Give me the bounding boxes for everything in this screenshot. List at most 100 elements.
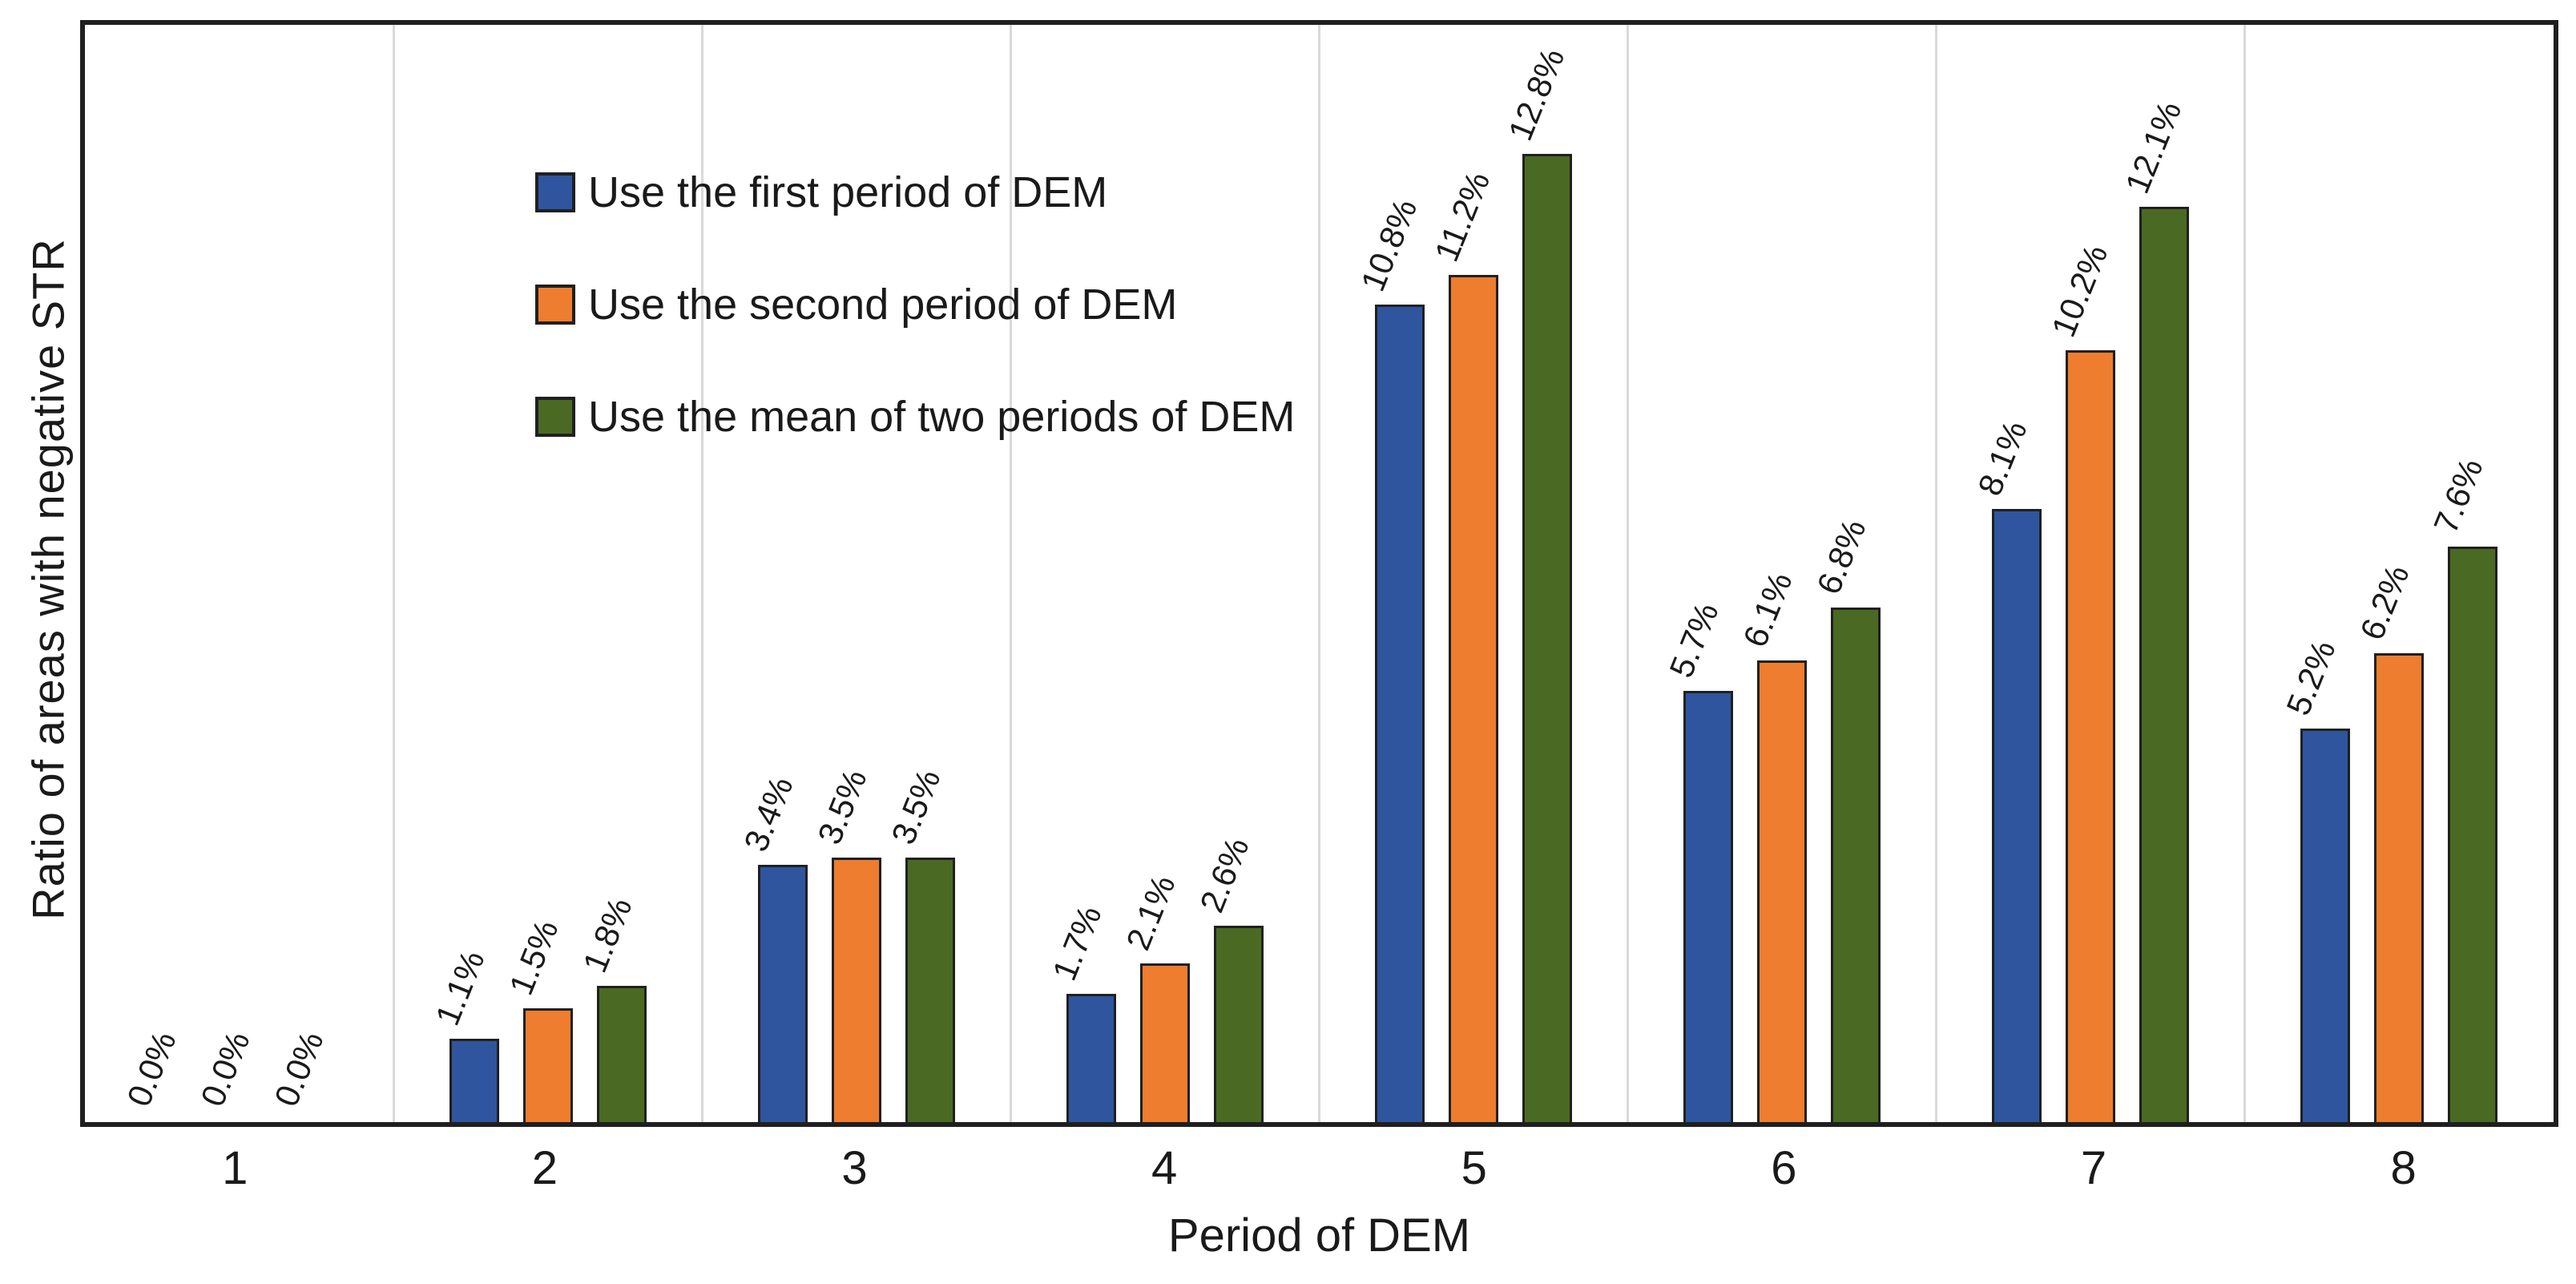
x-tick-label-4: 4	[1151, 1142, 1178, 1194]
legend-swatch-icon	[535, 285, 575, 325]
bar-group-period-1: 0.0% 0.0% 0.0%	[85, 25, 393, 1122]
x-tick-label-3: 3	[841, 1142, 868, 1194]
x-tick-label-7: 7	[2080, 1142, 2107, 1194]
bar-group-period-7: 8.1% 10.2% 12.1%	[1937, 25, 2245, 1122]
bar-value-label: 3.5%	[884, 763, 948, 850]
bar-value-label: 5.7%	[1662, 597, 1726, 683]
category-gridline	[1318, 25, 1320, 1122]
bar-series-1-period-2: 1.1%	[428, 946, 499, 1122]
bar-series-1-period-3: 3.4%	[736, 771, 808, 1122]
category-gridline	[1009, 25, 1012, 1122]
bar-groups: 0.0% 0.0% 0.0% 1.1% 1.5% 1.8% 3.4% 3.5% 3.5% 1.7%…	[85, 25, 2554, 1122]
bar-value-label: 6.1%	[1735, 567, 1800, 652]
bar-slot: 7.6%	[2427, 25, 2498, 1122]
x-tick-label-5: 5	[1461, 1142, 1487, 1194]
bar-slot: 2.1%	[1119, 25, 1190, 1122]
bar-value-label: 0.0%	[192, 1026, 257, 1112]
bar-series-2-period-3: 3.5%	[810, 764, 881, 1122]
bar-slot: 6.1%	[1735, 25, 1808, 1122]
bar-series-2-period-7: 10.2%	[2045, 240, 2116, 1122]
bar-series-3-period-3: 3.5%	[884, 764, 955, 1122]
bar-slot: 2.6%	[1192, 25, 1264, 1122]
bar-series-2-period-4: 2.1%	[1119, 870, 1190, 1122]
bar-series-1-period-4: 1.7%	[1045, 900, 1116, 1122]
bar-value-label: 6.2%	[2352, 559, 2417, 645]
bar-group-period-5: 10.8% 11.2% 12.8%	[1320, 25, 1628, 1122]
bar-series-3-period-8: 7.6%	[2427, 454, 2498, 1122]
bar-slot: 1.7%	[1045, 25, 1116, 1122]
bar-value-label: 10.2%	[2044, 239, 2115, 342]
bar-slot: 12.1%	[2118, 25, 2190, 1122]
bar-slot: 0.0%	[267, 25, 338, 1122]
bar-value-label: 12.8%	[1501, 42, 1572, 146]
bar-value-label: 1.8%	[574, 892, 639, 978]
bar-value-label: 1.5%	[501, 915, 566, 1001]
category-gridline	[1627, 25, 1630, 1122]
legend-item-3: Use the mean of two periods of DEM	[535, 392, 1295, 442]
y-axis-title: Ratio of areas with negative STR	[22, 238, 74, 920]
bar-series-3-period-7: 12.1%	[2118, 95, 2190, 1122]
bar-series-1-period-5: 10.8%	[1353, 194, 1425, 1122]
bar-value-label: 3.5%	[810, 763, 874, 850]
legend-swatch-icon	[535, 397, 575, 437]
category-gridline	[392, 25, 395, 1122]
gridlines	[85, 25, 2554, 1122]
bar-value-label: 7.6%	[2426, 453, 2491, 539]
bar-slot: 10.2%	[2045, 25, 2116, 1122]
bar-group-period-4: 1.7% 2.1% 2.6%	[1010, 25, 1319, 1122]
bar-slot: 3.5%	[884, 25, 955, 1122]
bar-slot: 0.0%	[119, 25, 191, 1122]
x-axis-title: Period of DEM	[1167, 1209, 1471, 1262]
bar-series-1-period-6: 5.7%	[1662, 597, 1734, 1122]
bar-group-period-6: 5.7% 6.1% 6.8%	[1628, 25, 1937, 1122]
bar-slot: 6.2%	[2353, 25, 2425, 1122]
bar-series-2-period-2: 1.5%	[502, 915, 573, 1122]
x-tick-label-2: 2	[531, 1142, 558, 1194]
bar-series-3-period-2: 1.8%	[575, 892, 647, 1122]
x-tick-label-8: 8	[2390, 1142, 2417, 1194]
bar-slot: 5.2%	[2280, 25, 2351, 1122]
bar-value-label: 0.0%	[266, 1026, 331, 1112]
bar-value-label: 12.1%	[2118, 95, 2189, 199]
bar-series-2-period-5: 11.2%	[1427, 166, 1499, 1122]
bar-value-label: 0.0%	[119, 1026, 183, 1112]
bar-slot: 3.4%	[736, 25, 808, 1122]
x-tick-label-6: 6	[1771, 1142, 1797, 1194]
bar-value-label: 8.1%	[1970, 415, 2035, 501]
legend-label: Use the second period of DEM	[588, 281, 1178, 329]
bar-series-3-period-4: 2.6%	[1192, 832, 1264, 1122]
bar-slot: 12.8%	[1501, 25, 1573, 1122]
legend: Use the first period of DEM Use the secon…	[535, 168, 1295, 442]
legend-item-1: Use the first period of DEM	[535, 168, 1295, 217]
legend-label: Use the first period of DEM	[588, 168, 1108, 216]
bar-value-label: 2.1%	[1119, 870, 1183, 955]
bar-series-2-period-8: 6.2%	[2353, 559, 2425, 1122]
bar-series-3-period-5: 12.8%	[1501, 42, 1573, 1122]
bar-value-label: 2.6%	[1192, 831, 1256, 918]
bar-value-label: 10.8%	[1353, 194, 1425, 297]
bar-group-period-2: 1.1% 1.5% 1.8%	[393, 25, 702, 1122]
bar-value-label: 3.4%	[736, 771, 800, 857]
bar-series-1-period-7: 8.1%	[1971, 416, 2042, 1122]
bar-slot: 3.5%	[810, 25, 881, 1122]
category-gridline	[700, 25, 703, 1122]
bar-slot: 5.7%	[1662, 25, 1734, 1122]
bar-slot: 1.1%	[428, 25, 499, 1122]
bar-slot: 0.0%	[193, 25, 264, 1122]
x-tick-label-1: 1	[222, 1142, 248, 1194]
bar-value-label: 6.8%	[1809, 514, 1873, 600]
bar-slot: 8.1%	[1971, 25, 2042, 1122]
bar-series-3-period-6: 6.8%	[1809, 514, 1881, 1122]
bar-slot: 1.8%	[575, 25, 647, 1122]
category-gridline	[1935, 25, 1938, 1122]
legend-item-2: Use the second period of DEM	[535, 280, 1295, 329]
bar-group-period-8: 5.2% 6.2% 7.6%	[2245, 25, 2554, 1122]
bar-value-label: 11.2%	[1427, 166, 1498, 267]
bar-value-label: 1.7%	[1045, 899, 1109, 986]
bar-slot: 1.5%	[502, 25, 573, 1122]
category-gridline	[2243, 25, 2247, 1122]
bar-value-label: 5.2%	[2279, 635, 2344, 721]
bar-group-period-3: 3.4% 3.5% 3.5%	[702, 25, 1010, 1122]
bar-slot: 6.8%	[1809, 25, 1881, 1122]
